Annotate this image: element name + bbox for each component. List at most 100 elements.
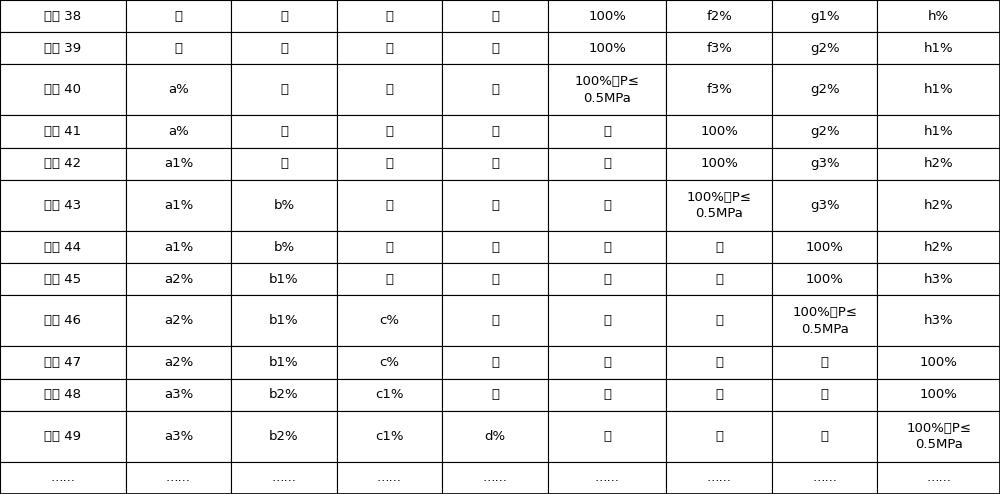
Text: 状态 49: 状态 49 <box>44 430 81 443</box>
Text: 100%且P≤
0.5MPa: 100%且P≤ 0.5MPa <box>575 75 640 105</box>
Bar <box>442 148 548 180</box>
Bar <box>666 411 772 462</box>
Bar <box>337 231 442 263</box>
Bar <box>0 64 126 116</box>
Text: a2%: a2% <box>164 273 193 286</box>
Bar <box>548 64 666 116</box>
Bar <box>337 411 442 462</box>
Bar <box>548 295 666 346</box>
Text: ……: …… <box>926 471 951 485</box>
Bar <box>548 462 666 494</box>
Text: 状态 42: 状态 42 <box>44 157 81 170</box>
Bar <box>666 148 772 180</box>
Bar <box>126 32 231 64</box>
Text: －: － <box>385 125 393 138</box>
Bar <box>0 231 126 263</box>
Text: c1%: c1% <box>375 430 404 443</box>
Text: －: － <box>715 388 723 401</box>
Bar <box>337 346 442 378</box>
Bar <box>772 148 877 180</box>
Text: ……: …… <box>377 471 402 485</box>
Text: －: － <box>174 41 182 55</box>
Bar <box>0 0 126 32</box>
Text: ……: …… <box>482 471 507 485</box>
Text: 状态 45: 状态 45 <box>44 273 81 286</box>
Bar <box>548 116 666 148</box>
Bar <box>231 148 337 180</box>
Text: －: － <box>385 273 393 286</box>
Bar <box>0 295 126 346</box>
Text: a1%: a1% <box>164 199 193 212</box>
Text: 状态 43: 状态 43 <box>44 199 81 212</box>
Text: a%: a% <box>168 83 189 96</box>
Bar <box>0 148 126 180</box>
Bar <box>231 32 337 64</box>
Bar <box>337 148 442 180</box>
Text: －: － <box>715 356 723 369</box>
Bar <box>772 231 877 263</box>
Bar <box>442 180 548 231</box>
Bar <box>442 116 548 148</box>
Bar <box>877 295 1000 346</box>
Text: －: － <box>603 125 611 138</box>
Bar <box>231 378 337 411</box>
Bar <box>231 180 337 231</box>
Bar <box>126 64 231 116</box>
Text: g2%: g2% <box>810 41 839 55</box>
Bar <box>666 116 772 148</box>
Text: a%: a% <box>168 125 189 138</box>
Bar <box>772 64 877 116</box>
Bar <box>666 180 772 231</box>
Text: －: － <box>603 388 611 401</box>
Text: a2%: a2% <box>164 356 193 369</box>
Text: 状态 38: 状态 38 <box>44 9 81 23</box>
Bar <box>666 231 772 263</box>
Bar <box>337 64 442 116</box>
Bar <box>877 411 1000 462</box>
Bar <box>442 411 548 462</box>
Bar <box>548 32 666 64</box>
Bar <box>666 64 772 116</box>
Text: －: － <box>603 199 611 212</box>
Text: 100%: 100% <box>806 273 844 286</box>
Text: ……: …… <box>595 471 620 485</box>
Bar <box>337 295 442 346</box>
Bar <box>772 263 877 295</box>
Bar <box>772 411 877 462</box>
Bar <box>877 346 1000 378</box>
Bar <box>442 378 548 411</box>
Bar <box>337 32 442 64</box>
Text: 状态 40: 状态 40 <box>44 83 81 96</box>
Bar <box>126 148 231 180</box>
Text: b2%: b2% <box>269 388 299 401</box>
Bar <box>126 116 231 148</box>
Text: a1%: a1% <box>164 157 193 170</box>
Text: h1%: h1% <box>924 83 954 96</box>
Bar <box>126 346 231 378</box>
Bar <box>442 295 548 346</box>
Text: 100%: 100% <box>806 241 844 253</box>
Text: ……: …… <box>812 471 837 485</box>
Text: ……: …… <box>271 471 296 485</box>
Text: f3%: f3% <box>706 41 732 55</box>
Text: －: － <box>603 241 611 253</box>
Bar <box>337 263 442 295</box>
Text: b2%: b2% <box>269 430 299 443</box>
Bar <box>548 263 666 295</box>
Text: h2%: h2% <box>924 199 954 212</box>
Text: －: － <box>491 356 499 369</box>
Text: －: － <box>280 9 288 23</box>
Text: －: － <box>491 314 499 328</box>
Bar <box>126 378 231 411</box>
Bar <box>666 378 772 411</box>
Text: h3%: h3% <box>924 273 954 286</box>
Bar <box>0 180 126 231</box>
Bar <box>877 0 1000 32</box>
Bar <box>231 263 337 295</box>
Text: 100%且P≤
0.5MPa: 100%且P≤ 0.5MPa <box>906 421 971 451</box>
Text: －: － <box>174 9 182 23</box>
Text: b%: b% <box>273 241 294 253</box>
Bar <box>231 0 337 32</box>
Text: a2%: a2% <box>164 314 193 328</box>
Text: －: － <box>491 388 499 401</box>
